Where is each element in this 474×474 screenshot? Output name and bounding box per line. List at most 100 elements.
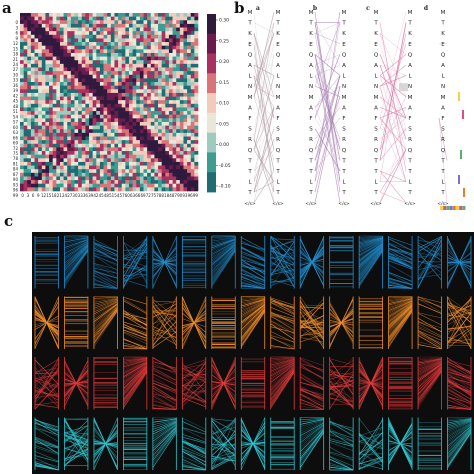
heatmap-cell <box>107 74 112 79</box>
heatmap-cell <box>143 111 148 116</box>
heatmap-cell <box>59 16 64 21</box>
heatmap-cell <box>34 20 39 25</box>
heatmap-cell <box>96 74 101 79</box>
heatmap-cell <box>190 38 195 43</box>
heatmap-cell <box>99 13 104 17</box>
heatmap-cell <box>128 67 133 72</box>
token-label: M <box>441 10 446 16</box>
heatmap-cell <box>147 78 152 83</box>
heatmap-cell <box>49 20 53 25</box>
heatmap-cell <box>45 82 50 86</box>
heatmap-cell <box>45 71 50 76</box>
heatmap-cell <box>147 13 152 17</box>
heatmap-cell <box>143 180 148 185</box>
heatmap-cell <box>165 169 170 174</box>
heatmap-cell <box>110 121 115 126</box>
heatmap-cell <box>187 121 192 126</box>
token-label: N <box>248 84 252 90</box>
heatmap-cell <box>139 60 144 65</box>
x-tick-label: 57 <box>120 193 126 198</box>
heatmap-cell <box>63 74 68 79</box>
heatmap-cell <box>179 13 184 17</box>
heatmap-cell <box>56 52 61 57</box>
heatmap-cell <box>49 85 53 90</box>
heatmap-cell <box>59 89 64 94</box>
colorbar-segment <box>207 33 216 54</box>
heatmap-cell <box>190 71 195 76</box>
heatmap-cell <box>74 118 79 123</box>
heatmap-cell <box>89 143 93 148</box>
heatmap-cell <box>59 180 64 185</box>
heatmap-cell <box>34 114 39 119</box>
heatmap-cell <box>49 96 53 101</box>
heatmap-cell <box>20 118 24 123</box>
heatmap-cell <box>74 107 79 112</box>
heatmap-cell <box>132 82 137 86</box>
heatmap-cell <box>92 176 97 181</box>
heatmap-cell <box>23 114 28 119</box>
heatmap-cell <box>49 187 53 192</box>
heatmap-cell <box>23 143 28 148</box>
heatmap-cell <box>92 132 97 137</box>
heatmap-cell <box>147 161 152 166</box>
heatmap-cell <box>158 52 162 57</box>
heatmap-cell <box>161 165 166 170</box>
heatmap-cell <box>132 63 137 68</box>
heatmap-cell <box>143 60 148 65</box>
heatmap-cell <box>136 89 141 94</box>
heatmap-cell <box>118 161 123 166</box>
heatmap-cell <box>74 13 79 17</box>
heatmap-cell <box>34 107 39 112</box>
y-tick-label: 54 <box>13 114 19 119</box>
heatmap-cell <box>183 34 188 39</box>
y-tick-label: 45 <box>13 99 19 104</box>
heatmap-cell <box>147 74 152 79</box>
heatmap-cell <box>143 151 148 155</box>
heatmap-cell <box>165 136 170 141</box>
heatmap-cell <box>139 176 144 181</box>
heatmap-cell <box>161 103 166 108</box>
heatmap-cell <box>165 121 170 126</box>
heatmap-cell <box>194 42 199 46</box>
heatmap-cell <box>187 42 192 46</box>
token-label: L <box>309 74 313 80</box>
heatmap-cell <box>30 16 35 21</box>
heatmap-cell <box>121 31 126 36</box>
heatmap-cell <box>128 74 133 79</box>
heatmap-cell <box>187 31 192 36</box>
heatmap-cell <box>49 45 53 50</box>
heatmap-cell <box>49 89 53 94</box>
heatmap-cell <box>110 31 115 36</box>
heatmap-cell <box>154 85 159 90</box>
heatmap-cell <box>158 63 162 68</box>
heatmap-cell <box>158 151 162 155</box>
heatmap-cell <box>158 129 162 134</box>
heatmap-cell <box>96 121 101 126</box>
heatmap-cell <box>81 140 86 145</box>
heatmap-cell <box>161 52 166 57</box>
heatmap-cell <box>139 42 144 46</box>
heatmap-cell <box>161 34 166 39</box>
heatmap-cell <box>96 180 101 185</box>
heatmap-cell <box>74 45 79 50</box>
heatmap-cell <box>52 140 57 145</box>
attention-tile <box>447 357 472 410</box>
heatmap-cell <box>85 151 90 155</box>
heatmap-cell <box>70 96 75 101</box>
heatmap-cell <box>59 161 64 166</box>
heatmap-cell <box>168 67 173 72</box>
heatmap-cell <box>41 82 46 86</box>
heatmap-cell <box>41 31 46 36</box>
heatmap-cell <box>99 27 104 32</box>
heatmap-cell <box>168 103 173 108</box>
heatmap-cell <box>63 121 68 126</box>
heatmap-cell <box>187 74 192 79</box>
heatmap-cell <box>59 132 64 137</box>
heatmap-cell <box>38 27 43 32</box>
heatmap-cell <box>67 147 72 152</box>
heatmap-cell <box>85 107 90 112</box>
heatmap-cell <box>70 85 75 90</box>
heatmap-cell <box>103 114 108 119</box>
heatmap-cell <box>136 132 141 137</box>
heatmap-cell <box>41 71 46 76</box>
